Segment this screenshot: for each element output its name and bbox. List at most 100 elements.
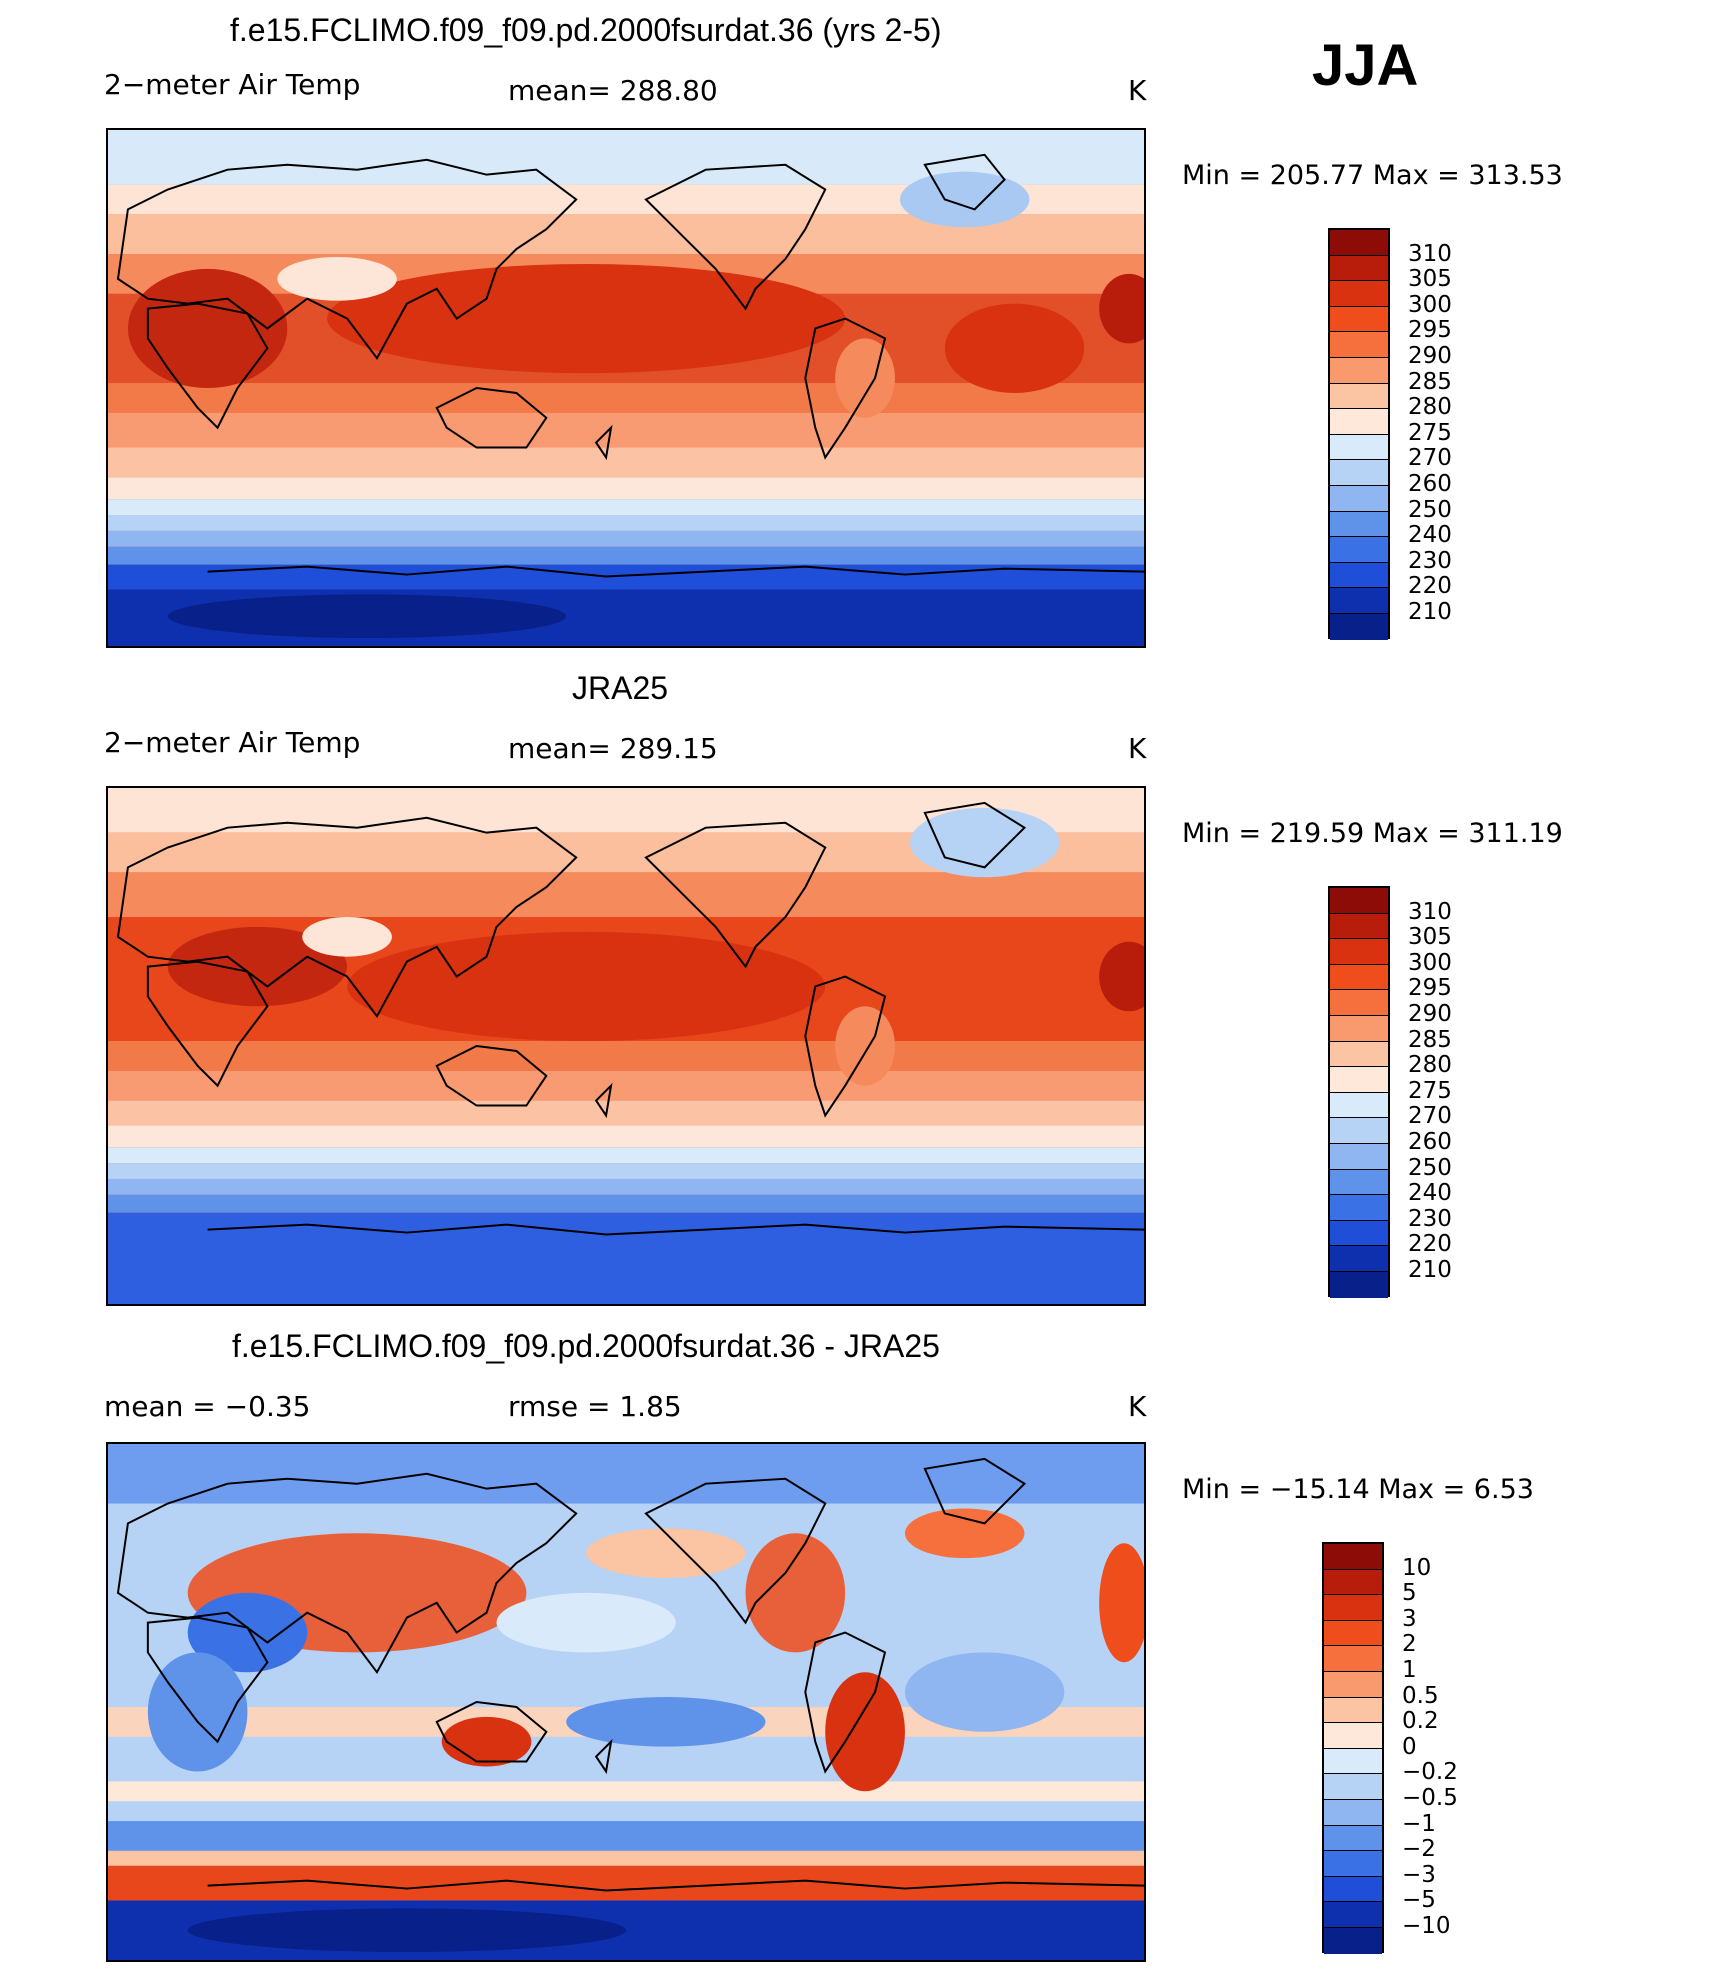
colorbar-label: 310: [1408, 898, 1452, 925]
panel2-variable-label: 2−meter Air Temp: [104, 726, 361, 759]
colorbar-cell: [1324, 1748, 1382, 1775]
colorbar-cell: [1330, 1220, 1388, 1247]
colorbar-label: 260: [1408, 471, 1452, 497]
colorbar-label: −0.5: [1402, 1785, 1458, 1811]
colorbar-cell: [1330, 964, 1388, 991]
panel2-title: JRA25: [572, 670, 669, 706]
colorbar-cell: [1330, 1067, 1388, 1093]
panel3-minmax: Min = −15.14 Max = 6.53: [1182, 1474, 1534, 1505]
colorbar-cell: [1330, 485, 1388, 512]
colorbar-label: 220: [1408, 573, 1452, 600]
colorbar-cell: [1330, 1246, 1388, 1272]
panel3-colorbar: [1322, 1542, 1384, 1954]
colorbar-cell: [1324, 1697, 1382, 1724]
colorbar-label: 0.5: [1402, 1682, 1439, 1709]
colorbar-label: 230: [1408, 1205, 1452, 1232]
colorbar-label: 290: [1408, 1001, 1452, 1027]
colorbar-label: 0: [1402, 1733, 1417, 1760]
colorbar-cell: [1330, 913, 1388, 940]
colorbar-cell: [1330, 1118, 1388, 1144]
colorbar-label: 3: [1402, 1605, 1417, 1632]
panel2-mean-label: mean= 289.15: [508, 732, 718, 765]
colorbar-label: 240: [1408, 522, 1452, 549]
colorbar-cell: [1330, 1015, 1388, 1042]
colorbar-label: 305: [1408, 924, 1452, 951]
colorbar-cell: [1324, 1620, 1382, 1647]
panel3-units-label: K: [1128, 1390, 1147, 1423]
colorbar-cell: [1324, 1569, 1382, 1596]
colorbar-cell: [1330, 230, 1388, 256]
colorbar-label: 2: [1402, 1631, 1417, 1658]
colorbar-cell: [1324, 1595, 1382, 1621]
colorbar-label: 305: [1408, 266, 1452, 293]
colorbar-cell: [1324, 1876, 1382, 1903]
panel1-minmax: Min = 205.77 Max = 313.53: [1182, 160, 1563, 191]
colorbar-label: 275: [1408, 1077, 1452, 1104]
panel2-minmax: Min = 219.59 Max = 311.19: [1182, 818, 1563, 849]
colorbar-label: 0.2: [1402, 1708, 1439, 1735]
colorbar-label: 210: [1408, 1257, 1452, 1283]
colorbar-cell: [1330, 1143, 1388, 1170]
panel1-map: [106, 128, 1146, 648]
colorbar-cell: [1324, 1646, 1382, 1672]
colorbar-label: 210: [1408, 599, 1452, 625]
colorbar-label: 220: [1408, 1231, 1452, 1258]
colorbar-cell: [1330, 588, 1388, 614]
colorbar-label: −10: [1402, 1913, 1451, 1939]
colorbar-cell: [1330, 1092, 1388, 1119]
panel2-map: [106, 786, 1146, 1306]
colorbar-cell: [1330, 281, 1388, 307]
colorbar-label: 300: [1408, 291, 1452, 318]
colorbar-cell: [1330, 990, 1388, 1016]
panel3-mean-label: mean = −0.35: [104, 1390, 311, 1423]
colorbar-label: 290: [1408, 343, 1452, 369]
colorbar-label: 285: [1408, 1026, 1452, 1053]
colorbar-label: 285: [1408, 368, 1452, 395]
colorbar-cell: [1330, 537, 1388, 563]
colorbar-label: 275: [1408, 419, 1452, 446]
colorbar-cell: [1330, 1041, 1388, 1068]
colorbar-cell: [1324, 1825, 1382, 1852]
colorbar-label: 295: [1408, 317, 1452, 344]
colorbar-cell: [1324, 1774, 1382, 1800]
panel3-title: f.e15.FCLIMO.f09_f09.pd.2000fsurdat.36 -…: [232, 1328, 940, 1364]
colorbar-label: −0.2: [1402, 1759, 1458, 1786]
colorbar-label: 250: [1408, 496, 1452, 523]
colorbar-label: −5: [1402, 1887, 1436, 1914]
colorbar-label: −3: [1402, 1861, 1436, 1888]
colorbar-label: 1: [1402, 1657, 1417, 1683]
colorbar-cell: [1330, 306, 1388, 333]
panel1-mean-label: mean= 288.80: [508, 74, 718, 107]
colorbar-label: −1: [1402, 1810, 1436, 1837]
colorbar-label: −2: [1402, 1836, 1436, 1863]
colorbar-cell: [1330, 460, 1388, 486]
colorbar-label: 10: [1402, 1554, 1432, 1581]
colorbar-cell: [1330, 511, 1388, 538]
panel1-title: f.e15.FCLIMO.f09_f09.pd.2000fsurdat.36 (…: [230, 12, 942, 48]
colorbar-label: 5: [1402, 1580, 1417, 1607]
colorbar-label: 310: [1408, 240, 1452, 267]
panel2-colorbar: [1328, 886, 1390, 1298]
colorbar-cell: [1324, 1902, 1382, 1928]
colorbar-label: 270: [1408, 1103, 1452, 1130]
colorbar-cell: [1330, 939, 1388, 965]
colorbar-label: 300: [1408, 949, 1452, 976]
colorbar-cell: [1324, 1723, 1382, 1749]
colorbar-label: 260: [1408, 1129, 1452, 1155]
colorbar-label: 230: [1408, 547, 1452, 574]
panel3-rmse-label: rmse = 1.85: [508, 1390, 682, 1423]
colorbar-label: 240: [1408, 1180, 1452, 1207]
panel1-units-label: K: [1128, 74, 1147, 107]
colorbar-label: 270: [1408, 445, 1452, 472]
colorbar-cell: [1330, 1169, 1388, 1196]
colorbar-cell: [1330, 1195, 1388, 1221]
colorbar-cell: [1330, 383, 1388, 410]
colorbar-cell: [1330, 1271, 1388, 1298]
colorbar-cell: [1324, 1927, 1382, 1954]
colorbar-cell: [1324, 1671, 1382, 1698]
colorbar-label: 295: [1408, 975, 1452, 1002]
colorbar-cell: [1330, 888, 1388, 914]
colorbar-label: 280: [1408, 394, 1452, 421]
panel1-colorbar: [1328, 228, 1390, 640]
colorbar-cell: [1324, 1851, 1382, 1877]
